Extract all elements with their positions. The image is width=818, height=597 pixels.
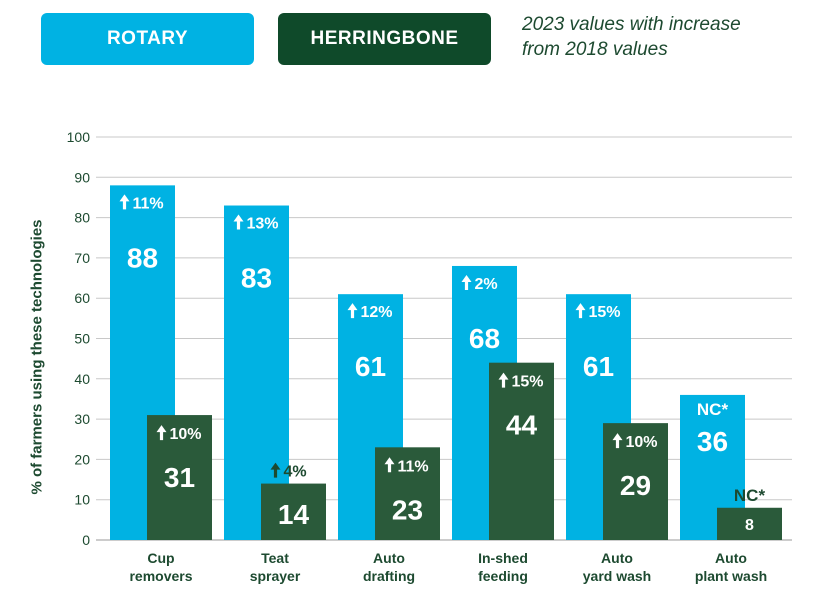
caption-line-2: from 2018 values: [522, 39, 668, 60]
herringbone-value-2: 23: [392, 494, 423, 525]
herringbone-value-4: 29: [620, 470, 651, 501]
rotary-2-change-label: 12%: [361, 304, 393, 321]
y-tick-30: 30: [74, 411, 90, 427]
category-label-3-line1: In-shed: [478, 550, 528, 566]
y-tick-90: 90: [74, 169, 90, 185]
y-tick-80: 80: [74, 210, 90, 226]
category-label-1-line2: sprayer: [250, 568, 301, 584]
bar-herringbone-5: [717, 507, 782, 540]
category-label-2-line2: drafting: [363, 568, 415, 584]
herringbone-2-arrow-up-icon: [384, 457, 395, 473]
rotary-4-arrow-up-icon: [575, 303, 586, 319]
y-tick-20: 20: [74, 451, 90, 467]
y-tick-60: 60: [74, 290, 90, 306]
rotary-0-arrow-up-icon: [119, 194, 130, 210]
rotary-value-0: 88: [127, 242, 158, 273]
y-tick-100: 100: [67, 129, 91, 145]
legend-herringbone: HERRINGBONE: [278, 13, 491, 65]
herringbone-3-arrow-up-icon: [498, 372, 509, 388]
caption-line-1: 2023 values with increase: [522, 14, 741, 35]
chart-caption: 2023 values with increase from 2018 valu…: [522, 12, 812, 62]
legend-rotary-label: ROTARY: [106, 28, 189, 49]
rotary-4-change-label: 15%: [589, 304, 621, 321]
rotary-1-arrow-up-icon: [233, 214, 244, 230]
rotary-value-5: 36: [697, 426, 728, 457]
bar-herringbone-1: [261, 483, 326, 540]
category-label-5-line2: plant wash: [695, 568, 767, 584]
category-label-4-line1: Auto: [601, 550, 633, 566]
herringbone-1-arrow-up-icon: [270, 462, 281, 478]
bar-herringbone-4: [603, 423, 668, 540]
category-label-0-line2: removers: [129, 568, 192, 584]
rotary-value-4: 61: [583, 351, 614, 382]
herringbone-value-3: 44: [506, 410, 538, 441]
herringbone-3-change-label: 15%: [512, 374, 544, 391]
y-tick-70: 70: [74, 250, 90, 266]
rotary-2-arrow-up-icon: [347, 303, 358, 319]
y-tick-10: 10: [74, 492, 90, 508]
rotary-1-change-label: 13%: [247, 216, 279, 233]
herringbone-5-change-label: NC*: [734, 486, 766, 505]
bar-herringbone-0: [147, 415, 212, 540]
herringbone-2-change-label: 11%: [398, 458, 429, 475]
rotary-0-change-label: 11%: [133, 195, 164, 212]
category-label-3-line2: feeding: [478, 568, 528, 584]
y-tick-50: 50: [74, 331, 90, 347]
rotary-value-3: 68: [469, 323, 500, 354]
herringbone-value-0: 31: [164, 462, 195, 493]
herringbone-4-change-label: 10%: [626, 434, 658, 451]
herringbone-0-change-label: 10%: [170, 426, 202, 443]
legend-herringbone-label: HERRINGBONE: [310, 28, 459, 49]
herringbone-value-1: 14: [278, 499, 310, 530]
rotary-5-change-label: NC*: [697, 400, 729, 419]
legend-rotary: ROTARY: [41, 13, 254, 65]
category-label-5-line1: Auto: [715, 550, 747, 566]
rotary-3-change-label: 2%: [475, 276, 498, 293]
herringbone-1-change-label: 4%: [284, 464, 307, 481]
herringbone-4-arrow-up-icon: [612, 433, 623, 449]
category-label-1-line1: Teat: [261, 550, 289, 566]
y-tick-0: 0: [82, 532, 90, 548]
category-label-4-line2: yard wash: [583, 568, 651, 584]
bar-herringbone-3: [489, 362, 554, 540]
y-tick-40: 40: [74, 371, 90, 387]
rotary-value-2: 61: [355, 351, 386, 382]
herringbone-value-5: 8: [745, 517, 754, 534]
category-label-0-line1: Cup: [147, 550, 174, 566]
rotary-value-1: 83: [241, 263, 272, 294]
category-label-2-line1: Auto: [373, 550, 405, 566]
rotary-3-arrow-up-icon: [461, 274, 472, 290]
herringbone-0-arrow-up-icon: [156, 425, 167, 441]
